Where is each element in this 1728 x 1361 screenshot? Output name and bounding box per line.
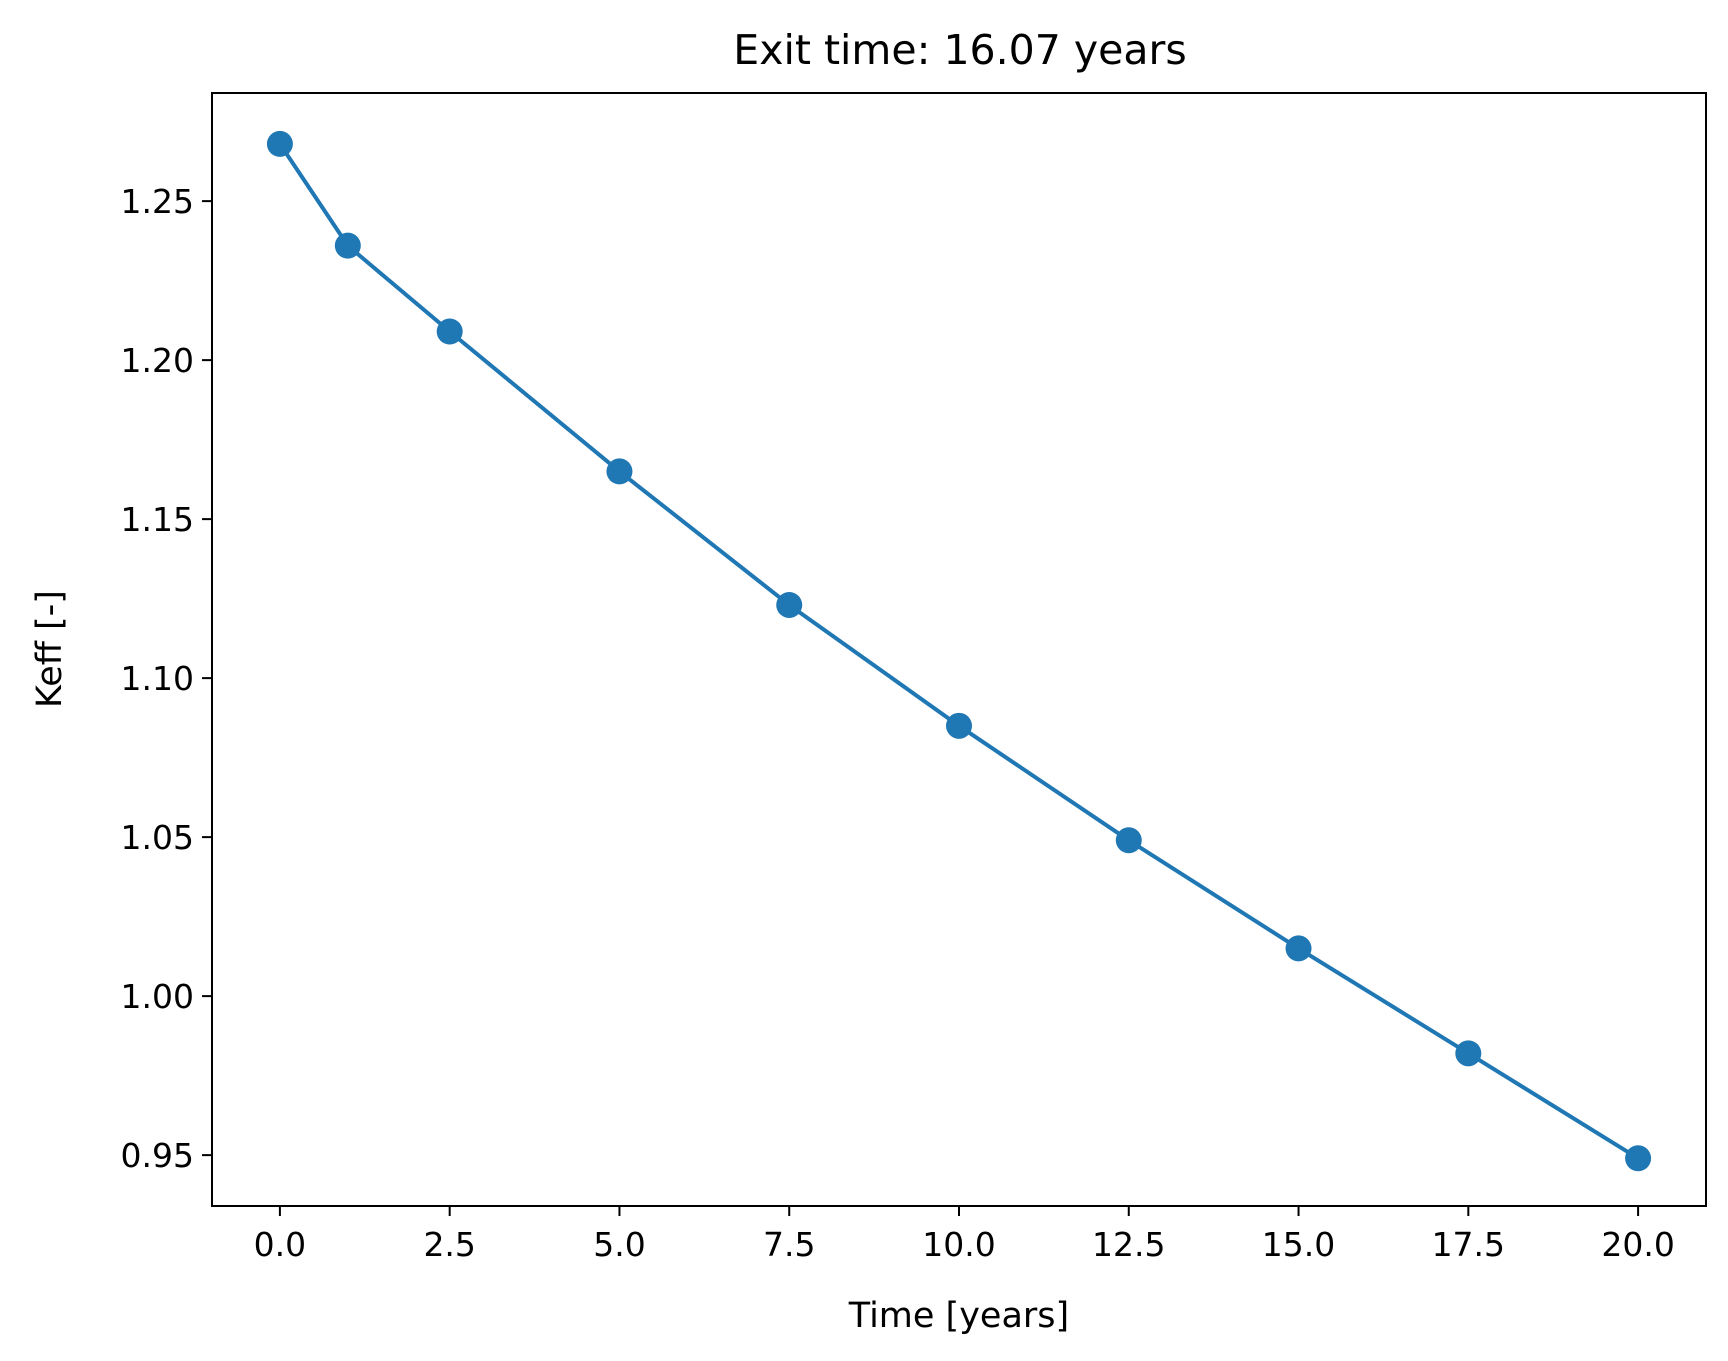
y-tick-label: 1.00 xyxy=(121,977,194,1016)
data-point xyxy=(436,318,463,345)
y-tick-label: 1.15 xyxy=(121,500,194,539)
data-point xyxy=(946,712,972,739)
x-tick-label: 20.0 xyxy=(1601,1225,1674,1264)
x-tick-label: 12.5 xyxy=(1092,1225,1165,1264)
data-point xyxy=(1625,1145,1652,1172)
data-point xyxy=(776,591,803,618)
y-tick-label: 1.10 xyxy=(121,659,194,698)
data-point xyxy=(334,232,361,259)
y-tick-label: 1.25 xyxy=(121,182,194,221)
x-tick-label: 15.0 xyxy=(1262,1225,1335,1264)
y-tick-label: 1.05 xyxy=(121,818,194,857)
series-line xyxy=(277,141,1641,1162)
data-point xyxy=(1115,827,1142,854)
y-axis: 0.95 1.00 1.05 1.10 1.15 1.20 1.25 xyxy=(121,182,212,1175)
y-axis-label: Keff [-] xyxy=(30,590,70,708)
x-tick-label: 5.0 xyxy=(593,1225,645,1264)
x-tick-label: 10.0 xyxy=(922,1225,995,1264)
x-tick-label: 17.5 xyxy=(1432,1225,1505,1264)
data-point xyxy=(266,130,293,157)
plot-area xyxy=(266,130,1652,1172)
y-tick-label: 0.95 xyxy=(121,1136,194,1175)
x-tick-label: 0.0 xyxy=(254,1225,306,1264)
x-axis-label: Time [years] xyxy=(848,1296,1069,1336)
x-tick-label: 7.5 xyxy=(763,1225,815,1264)
data-point xyxy=(606,458,633,485)
x-axis: 0.0 2.5 5.0 7.5 10.0 12.5 15.0 17.5 20.0 xyxy=(254,1206,1675,1264)
y-tick-label: 1.20 xyxy=(121,341,194,380)
data-point xyxy=(1285,935,1312,962)
chart-title: Exit time: 16.07 years xyxy=(733,26,1186,74)
x-tick-label: 2.5 xyxy=(423,1225,475,1264)
data-point xyxy=(1455,1040,1482,1067)
